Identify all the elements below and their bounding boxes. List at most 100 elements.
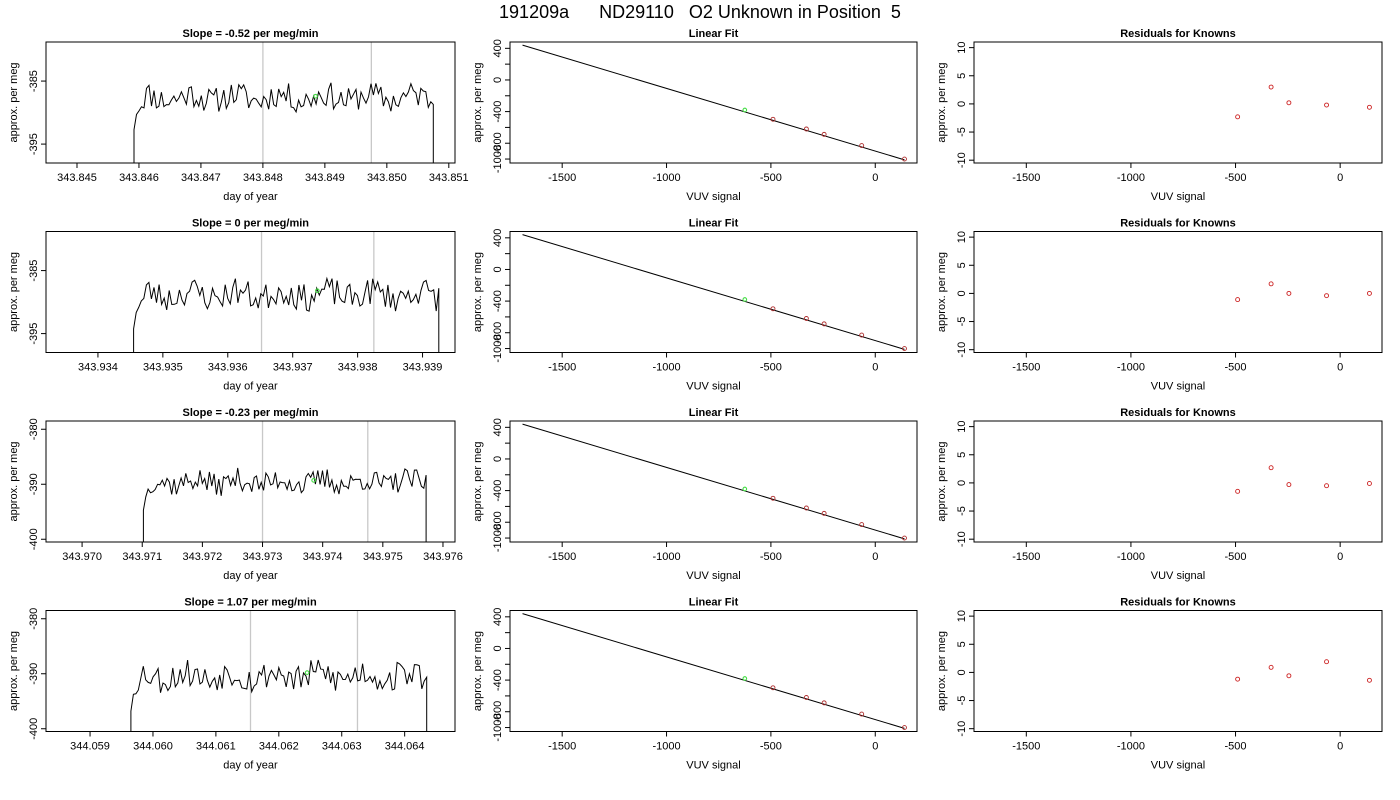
- y-axis-label: approx. per meg: [8, 441, 20, 521]
- x-tick-label: -1000: [1117, 172, 1145, 184]
- x-tick-label: 0: [872, 551, 878, 563]
- known-point: [821, 700, 827, 706]
- x-tick-label: 344.060: [133, 741, 173, 753]
- x-tick-label: 343.845: [57, 172, 97, 184]
- unknown-marker: [311, 478, 317, 483]
- panel-frame: [973, 231, 1383, 353]
- x-tick-label: -1500: [1012, 741, 1040, 753]
- known-point: [902, 535, 907, 541]
- x-tick-label: 343.934: [78, 362, 118, 374]
- y-tick-label: -10: [956, 721, 968, 737]
- y-tick-label: -380: [28, 418, 40, 440]
- residual-point: [1268, 84, 1274, 90]
- residual-point: [1366, 290, 1372, 296]
- x-tick-label: 343.974: [303, 551, 343, 563]
- panel-1-1: Linear Fit-1500 -1000 -500 04000-400-800-10…: [472, 218, 918, 393]
- y-axis-label: approx. per meg: [472, 631, 484, 711]
- unknown-marker: [742, 297, 748, 302]
- panel-title: Linear Fit: [689, 407, 739, 419]
- panel-frame: [45, 610, 456, 732]
- panel-3-0: Slope = 1.07 per meg/min 344.059 344.060 34…: [8, 597, 456, 772]
- residual-point: [1366, 677, 1372, 683]
- fit-line: [522, 234, 905, 350]
- panel-0-2: Residuals for Knowns -1500 -1000 -500 0 10 5 0 -…: [936, 28, 1383, 203]
- x-axis-label: VUV signal: [1151, 381, 1205, 393]
- x-tick-label: -1500: [548, 551, 576, 563]
- x-tick-label: -1000: [1117, 362, 1145, 374]
- y-axis-label: approx. per meg: [472, 252, 484, 332]
- plot-area: [522, 234, 907, 351]
- x-tick-label: 0: [1337, 551, 1343, 563]
- residual-point: [1324, 659, 1330, 665]
- known-point: [770, 495, 776, 501]
- panel-frame: [509, 610, 918, 732]
- x-tick-label: -1500: [1012, 551, 1040, 563]
- y-tick-label: -395: [28, 323, 40, 345]
- known-point: [859, 332, 865, 338]
- x-tick-label: 343.849: [305, 172, 345, 184]
- y-axis-label: approx. per meg: [472, 62, 484, 142]
- x-tick-label: 0: [1337, 741, 1343, 753]
- y-tick-label: -400: [492, 480, 504, 502]
- x-tick-label: 343.846: [119, 172, 159, 184]
- x-tick-label: 0: [872, 172, 878, 184]
- y-tick-label: 0: [956, 290, 968, 296]
- x-tick-label: -1500: [548, 362, 576, 374]
- known-point: [902, 346, 907, 351]
- x-axis-label: VUV signal: [1151, 570, 1205, 582]
- panel-frame: [509, 231, 918, 353]
- x-tick-label: 344.059: [70, 741, 110, 753]
- y-tick-label: 10: [956, 610, 968, 622]
- plot-area: [142, 467, 427, 542]
- x-tick-label: -500: [760, 362, 782, 374]
- panel-2-0: Slope = -0.23 per meg/min 343.970 343.971 3…: [8, 407, 463, 582]
- x-tick-label: -1000: [652, 741, 680, 753]
- unknown-marker: [742, 107, 748, 113]
- panel-2-1: Linear Fit-1500 -1000 -500 04000-400-800-10…: [472, 407, 918, 582]
- known-point: [859, 522, 865, 528]
- panel-title: Slope = -0.52 per meg/min: [182, 28, 318, 40]
- x-axis-label: day of year: [223, 570, 278, 582]
- residual-point: [1235, 297, 1241, 303]
- residual-point: [1286, 100, 1292, 106]
- panel-title: Slope = 0 per meg/min: [192, 218, 309, 230]
- panel-frame: [45, 41, 456, 164]
- plot-area: [130, 659, 428, 732]
- y-axis-label: approx. per meg: [936, 441, 948, 521]
- y-tick-label: -5: [956, 696, 968, 706]
- y-tick-label: 5: [956, 641, 968, 647]
- x-tick-label: 343.973: [243, 551, 283, 563]
- x-tick-label: 343.848: [243, 172, 283, 184]
- x-tick-label: 343.975: [363, 551, 403, 563]
- x-tick-label: 343.976: [423, 551, 463, 563]
- panel-2-2: Residuals for Knowns -1500 -1000 -500 0 10 5 0 -…: [936, 407, 1383, 582]
- residual-point: [1268, 664, 1274, 670]
- y-tick-label: 0: [492, 456, 504, 462]
- x-tick-label: 0: [872, 362, 878, 374]
- plot-area: [522, 44, 907, 162]
- x-tick-label: 343.936: [208, 362, 248, 374]
- y-tick-label: -5: [956, 317, 968, 327]
- x-tick-label: 0: [1337, 172, 1343, 184]
- x-axis-label: day of year: [223, 381, 278, 393]
- panel-frame: [973, 41, 1383, 164]
- x-axis-label: VUV signal: [1151, 191, 1205, 203]
- x-axis-label: day of year: [223, 760, 278, 772]
- x-tick-label: 343.971: [122, 551, 162, 563]
- y-tick-label: -400: [28, 718, 40, 740]
- data-trace: [133, 82, 434, 163]
- y-tick-label: 5: [956, 73, 968, 79]
- residual-point: [1366, 481, 1372, 486]
- panel-title: Linear Fit: [689, 218, 739, 230]
- y-tick-label: 0: [956, 101, 968, 107]
- known-point: [821, 131, 827, 137]
- panel-title: Residuals for Knowns: [1120, 597, 1236, 609]
- y-tick-label: 0: [956, 669, 968, 675]
- y-tick-label: 400: [492, 418, 504, 436]
- fit-line: [522, 44, 905, 161]
- panel-title: Linear Fit: [689, 28, 739, 40]
- x-tick-label: -500: [760, 551, 782, 563]
- x-tick-label: 343.972: [182, 551, 222, 563]
- panel-frame: [973, 610, 1383, 732]
